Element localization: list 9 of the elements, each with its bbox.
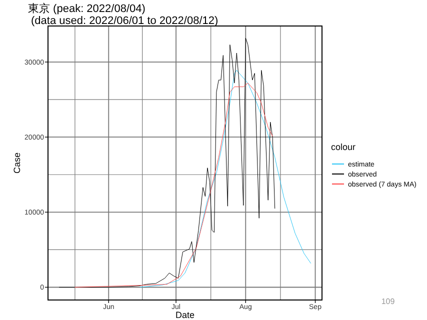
text: 109 [381, 297, 396, 306]
chart-title: 東京 (peak: 2022/08/04) [28, 2, 146, 15]
x-axis-title: Date [175, 310, 195, 320]
chart-subtitle: (data used: 2022/06/01 to 2022/08/12) [31, 15, 218, 27]
line-series [74, 82, 273, 288]
y-axis-title: Case [12, 152, 22, 174]
line-series [140, 70, 312, 288]
line-series [58, 38, 276, 288]
legend-title: colour [331, 142, 356, 152]
